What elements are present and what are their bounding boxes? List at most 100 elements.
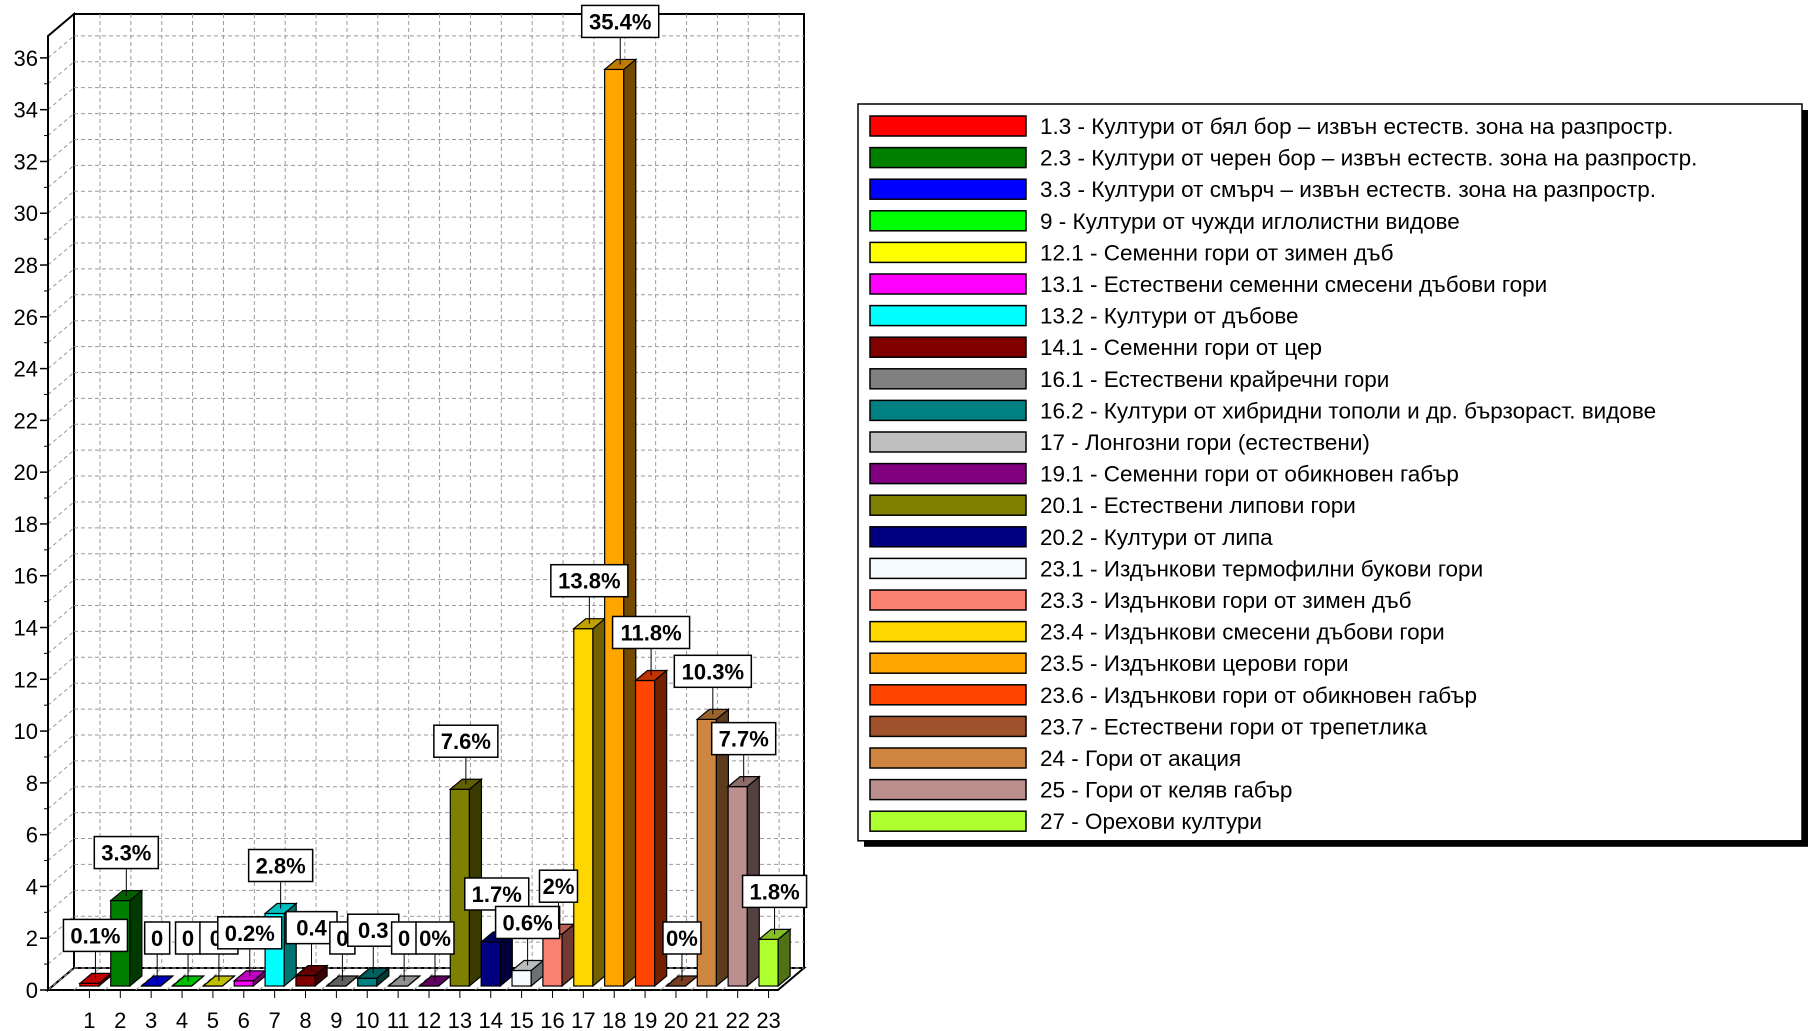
bar-front [542,933,563,987]
x-tick-label: 2 [114,1008,126,1031]
data-label-text: 13.8% [558,569,620,594]
legend-swatch [869,304,1027,327]
x-tick-label: 3 [145,1008,157,1031]
left-wall [47,11,75,993]
legend-label: 23.6 - Издънкови гори от обикновен габър [1040,683,1477,708]
legend-label: 9 - Култури от чужди иглолистни видове [1040,209,1460,234]
bar-front [480,941,501,987]
legend-swatch [869,557,1027,580]
x-tick-label: 1 [83,1008,95,1031]
bar-front [511,969,532,987]
h-grid-line [47,579,75,603]
bar-front [634,679,656,987]
data-label-box [285,910,338,945]
bars [78,58,792,988]
bar [541,922,576,988]
legend-label: 13.1 - Естествени семенни смесени дъбови… [1040,272,1547,297]
data-label-text: 0 [182,926,194,951]
legend-swatch [869,273,1027,295]
legend-swatch [869,336,1027,358]
bar-front [295,975,316,987]
h-grid-line [47,164,75,188]
h-grid-line [47,605,75,628]
bar-side [129,889,143,988]
legend-item: 27 - Орехови култури [869,809,1262,834]
x-tick-label: 22 [725,1008,749,1031]
legend-item: 17 - Лонгозни гори (естествени) [869,430,1370,455]
bar-front [758,938,779,987]
h-grid-line [47,190,75,214]
y-tick-label: 36 [14,46,38,71]
bar-front [573,628,594,987]
bar [757,928,792,988]
data-label-box [710,721,777,756]
x-tick-label: 6 [238,1008,250,1031]
data-label: 7.7% [710,721,777,782]
h-grid-line [47,760,75,784]
legend-swatch [869,494,1027,516]
data-label-box [347,913,400,947]
h-grid-line [47,449,75,473]
legend-item: 19.1 - Семенни гори от обикновен габър [869,462,1459,487]
legend-item: 12.1 - Семенни гори от зимен дъб [869,240,1393,265]
legend-item: 23.5 - Издънкови церови гори [869,651,1349,676]
legend-item: 2.3 - Култури от черен бор – извън естес… [869,146,1697,171]
x-tick-label: 23 [756,1008,780,1031]
h-grid-line [47,527,75,551]
legend-swatch [869,526,1027,548]
x-tick-label: 21 [695,1008,719,1031]
x-tick-label: 19 [633,1008,657,1031]
data-label: 0 [390,921,418,981]
legend-item: 3.3 - Култури от смърч – извън естеств. … [869,177,1656,202]
h-grid-line [47,113,75,136]
data-label-text: 0.6% [503,910,553,935]
x-tick-label: 7 [269,1008,281,1031]
data-label: 3.3% [93,835,160,896]
bar-side [592,617,606,988]
legend-label: 17 - Лонгозни гори (естествени) [1040,430,1370,455]
data-label-text: 0.1% [70,923,120,948]
data-label: 13.8% [550,563,629,624]
legend-swatch [869,747,1027,769]
y-tick-label: 26 [14,305,38,330]
h-grid-line [47,294,75,318]
data-label-box [550,563,629,598]
legend-label: 20.1 - Естествени липови гори [1040,493,1356,518]
x-tick-label: 4 [176,1008,188,1031]
h-grid-line [47,708,75,732]
h-grid-line [47,87,75,111]
legend-label: 16.1 - Естествени крайречни гори [1040,367,1389,392]
data-labels: 0.1%3.3%000.0.2%2.8%0.400.300%7.6%1.7%0.… [62,4,808,981]
data-label-box [580,4,660,39]
h-grid-line [47,838,75,861]
data-label: 35.4% [580,4,660,65]
h-grid-line [47,501,75,525]
data-label-box [247,848,314,883]
legend-swatch [869,178,1027,200]
legend-item: 14.1 - Семенни гори от цер [869,335,1322,360]
legend-label: 23.5 - Издънкови церови гори [1040,651,1349,676]
x-tick-label: 17 [571,1008,595,1031]
h-grid-line [47,61,75,85]
legend-label: 24 - Гори от акация [1040,746,1241,771]
bar [695,708,731,988]
y-tick-label: 18 [14,512,38,537]
legend-label: 12.1 - Семенни гори от зимен дъб [1040,240,1393,265]
legend-swatch [869,146,1027,169]
data-label-box [538,869,579,903]
data-label-text: 2.8% [256,854,306,879]
bar [356,966,391,988]
legend-label: 23.7 - Естествени гори от трепетлика [1040,714,1428,739]
legend-swatch [869,368,1027,390]
data-label: 2% [538,869,579,930]
legend-swatch [869,399,1027,422]
x-tick-label: 14 [478,1008,502,1031]
data-label-text: 0% [666,926,698,951]
y-tick-label: 30 [14,201,38,226]
h-grid-line [47,216,75,240]
bar [602,58,638,988]
x-tick-label: 5 [207,1008,219,1031]
data-label: 10.3% [673,654,753,715]
